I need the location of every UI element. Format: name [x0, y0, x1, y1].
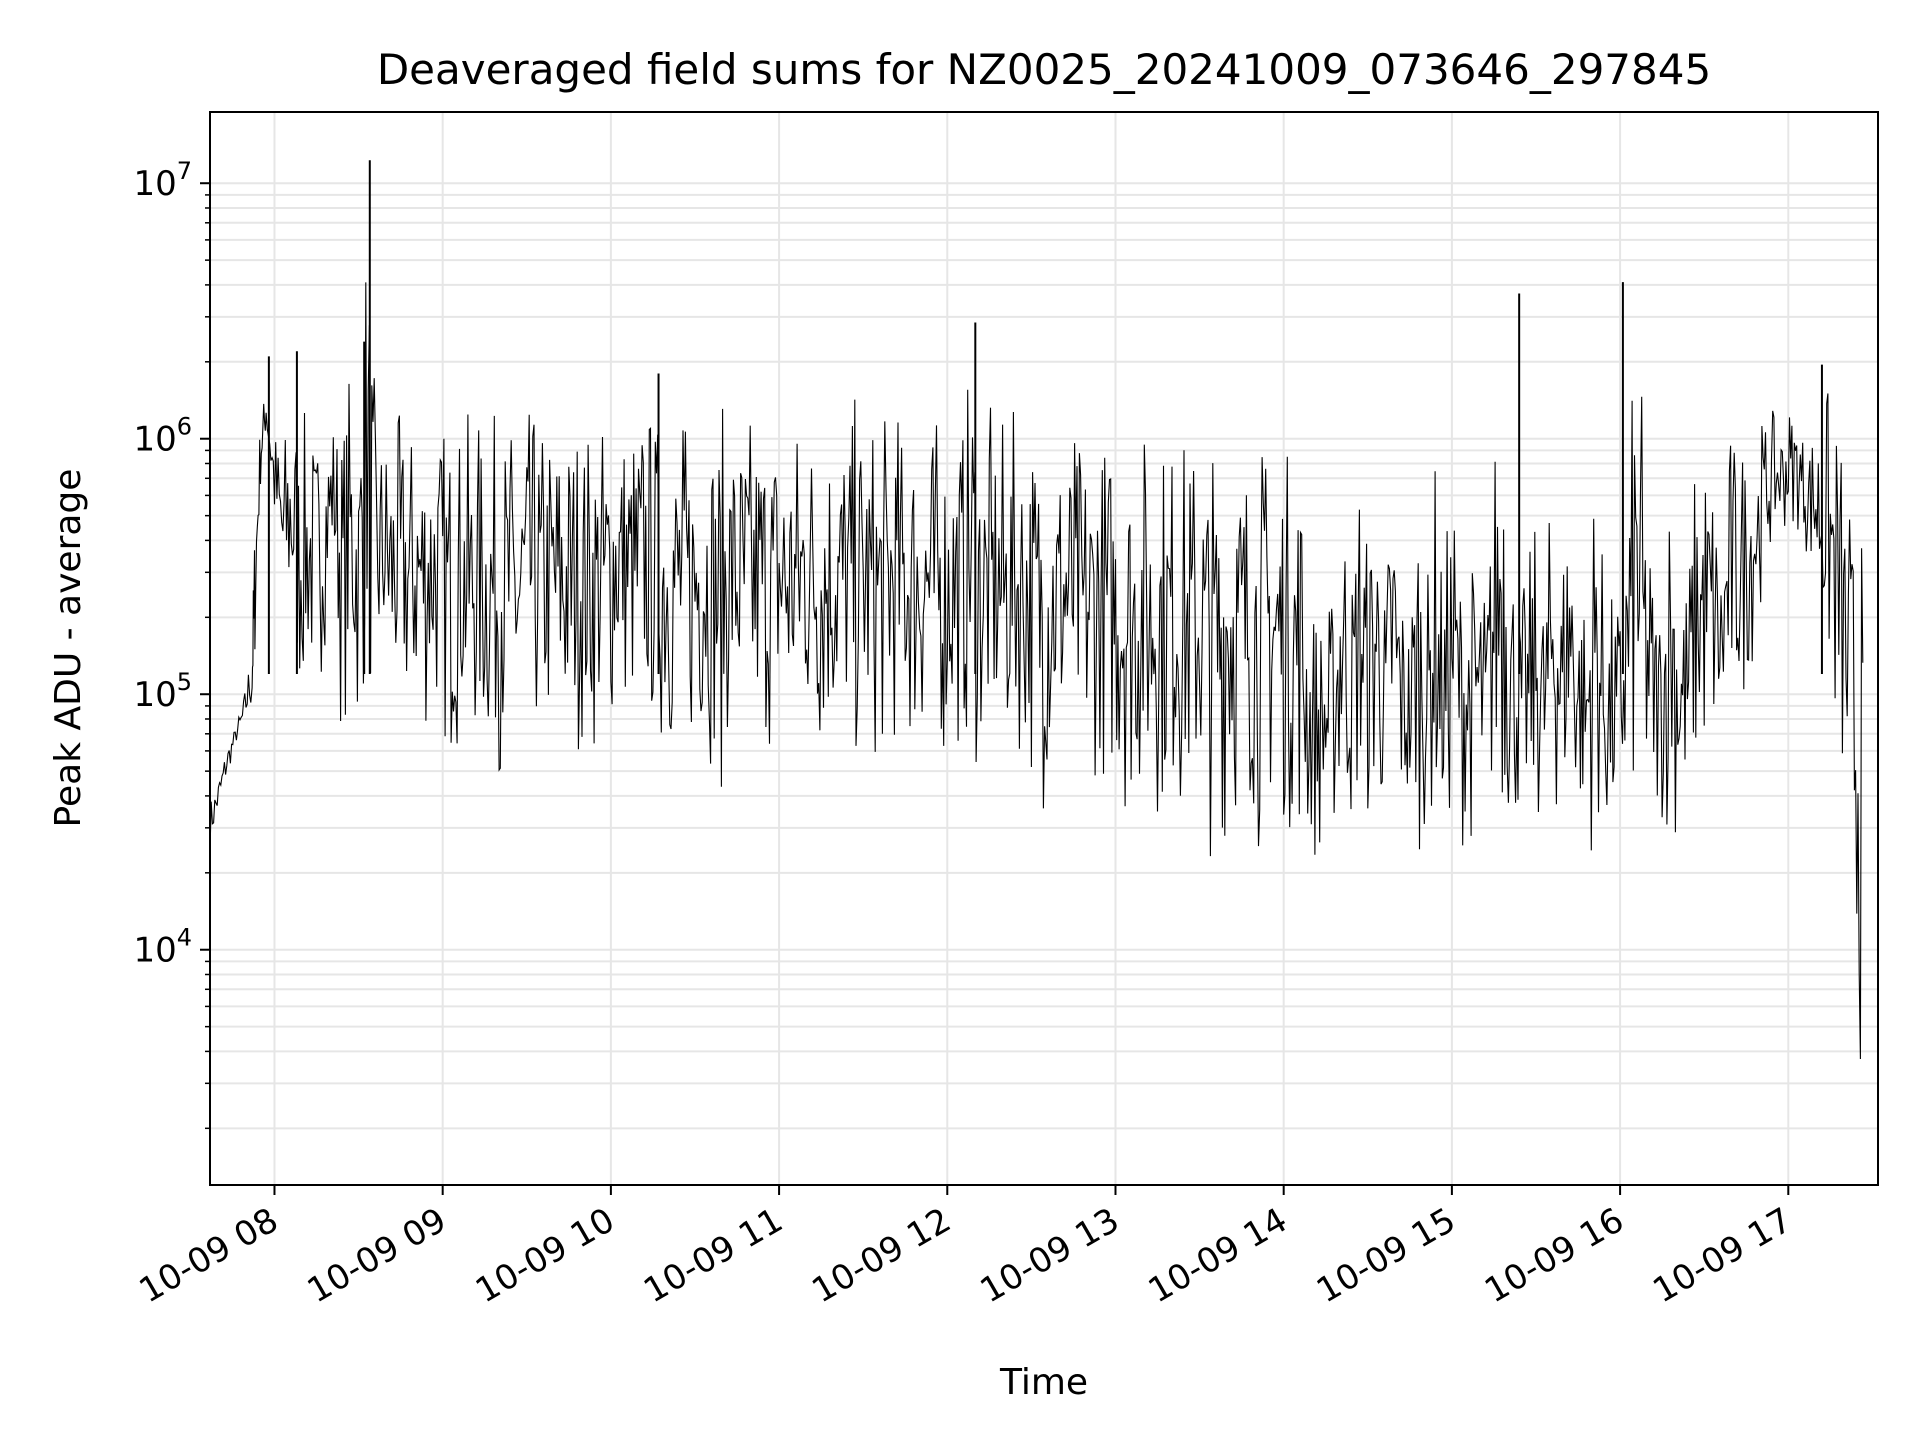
data-layer [209, 160, 1864, 1060]
y-tick-label: 106 [133, 413, 192, 460]
y-axis-label: Peak ADU - average [48, 469, 89, 828]
data-line [209, 282, 1864, 1060]
y-tick-label: 105 [133, 668, 192, 715]
y-tick-label: 107 [133, 157, 192, 204]
x-axis-label: Time [999, 1362, 1088, 1403]
y-axis: 104 105 106 107 [133, 157, 210, 1130]
plot-frame [209, 111, 1879, 1186]
chart-title: Deaveraged field sums for NZ0025_2024100… [377, 45, 1711, 94]
y-tick-label: 104 [133, 924, 192, 971]
